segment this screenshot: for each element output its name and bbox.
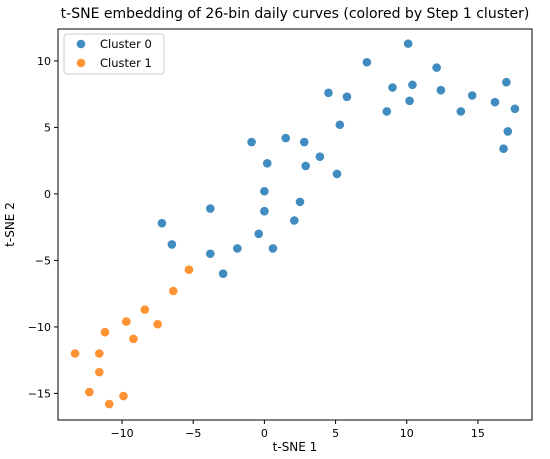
legend-marker bbox=[76, 58, 86, 68]
point-cluster-1 bbox=[104, 399, 114, 409]
x-tick-label: 5 bbox=[332, 427, 339, 440]
point-cluster-0 bbox=[233, 244, 242, 253]
point-cluster-0 bbox=[301, 161, 310, 171]
point-cluster-0 bbox=[456, 107, 466, 116]
y-tick-label: −15 bbox=[28, 387, 51, 400]
point-cluster-0 bbox=[218, 269, 228, 279]
point-cluster-0 bbox=[289, 216, 299, 225]
x-tick-label: −5 bbox=[185, 427, 201, 440]
y-tick-label: −10 bbox=[28, 321, 51, 334]
point-cluster-0 bbox=[432, 63, 441, 72]
point-cluster-1 bbox=[100, 327, 110, 337]
point-cluster-1 bbox=[94, 349, 104, 358]
point-cluster-0 bbox=[510, 104, 520, 114]
point-cluster-0 bbox=[260, 186, 269, 196]
point-cluster-1 bbox=[70, 349, 80, 358]
y-tick-label: 10 bbox=[37, 55, 51, 68]
point-cluster-0 bbox=[206, 249, 215, 259]
plot-frame bbox=[57, 28, 533, 421]
point-cluster-0 bbox=[362, 57, 372, 67]
point-cluster-0 bbox=[405, 96, 414, 106]
point-cluster-1 bbox=[119, 391, 128, 401]
y-tick-label: 0 bbox=[44, 188, 51, 201]
point-cluster-0 bbox=[332, 169, 342, 179]
point-cluster-0 bbox=[206, 204, 215, 213]
point-cluster-0 bbox=[335, 120, 345, 130]
legend: Cluster 0 Cluster 1 bbox=[63, 33, 165, 75]
y-axis-label: t-SNE 2 bbox=[3, 202, 17, 247]
point-cluster-0 bbox=[342, 92, 352, 102]
point-cluster-1 bbox=[153, 319, 162, 329]
point-cluster-1 bbox=[122, 317, 131, 326]
x-tick-label: 10 bbox=[400, 427, 414, 440]
point-cluster-1 bbox=[85, 387, 94, 397]
legend-label: Cluster 0 bbox=[100, 37, 152, 51]
point-cluster-0 bbox=[167, 240, 177, 249]
point-cluster-0 bbox=[295, 197, 305, 207]
point-cluster-0 bbox=[299, 137, 309, 147]
x-tick-label: 15 bbox=[471, 427, 485, 440]
legend-label: Cluster 1 bbox=[100, 56, 152, 70]
point-cluster-1 bbox=[184, 265, 194, 275]
x-axis-label: t-SNE 1 bbox=[273, 440, 318, 454]
axis-ticks: −10 −5 0 5 10 15 −15 −10 −5 0 5 10 bbox=[28, 55, 485, 440]
point-cluster-0 bbox=[503, 127, 513, 136]
x-tick-label: 0 bbox=[261, 427, 268, 440]
x-tick-label: −10 bbox=[110, 427, 133, 440]
point-cluster-0 bbox=[262, 159, 272, 168]
point-cluster-1 bbox=[129, 334, 138, 344]
point-cluster-0 bbox=[490, 97, 500, 107]
point-cluster-0 bbox=[315, 152, 325, 161]
legend-box bbox=[63, 33, 165, 75]
point-cluster-0 bbox=[260, 206, 269, 216]
y-tick-label: −5 bbox=[35, 254, 51, 267]
point-cluster-1 bbox=[140, 305, 150, 314]
point-cluster-0 bbox=[157, 218, 167, 228]
point-cluster-0 bbox=[467, 91, 477, 100]
point-cluster-0 bbox=[388, 83, 397, 92]
point-cluster-0 bbox=[436, 85, 446, 95]
point-cluster-0 bbox=[254, 229, 264, 239]
point-cluster-0 bbox=[281, 133, 291, 143]
point-cluster-0 bbox=[324, 88, 333, 98]
point-cluster-0 bbox=[403, 39, 413, 48]
legend-marker bbox=[76, 39, 86, 49]
plot-area bbox=[70, 39, 520, 409]
point-cluster-0 bbox=[268, 244, 278, 253]
chart-title: t-SNE embedding of 26-bin daily curves (… bbox=[61, 6, 530, 22]
y-tick-label: 5 bbox=[44, 121, 51, 134]
point-cluster-0 bbox=[499, 144, 508, 153]
point-cluster-1 bbox=[94, 367, 104, 377]
point-cluster-0 bbox=[502, 77, 511, 87]
point-cluster-0 bbox=[247, 137, 256, 147]
point-cluster-1 bbox=[168, 286, 178, 296]
point-cluster-0 bbox=[408, 80, 417, 90]
point-cluster-0 bbox=[382, 107, 392, 116]
